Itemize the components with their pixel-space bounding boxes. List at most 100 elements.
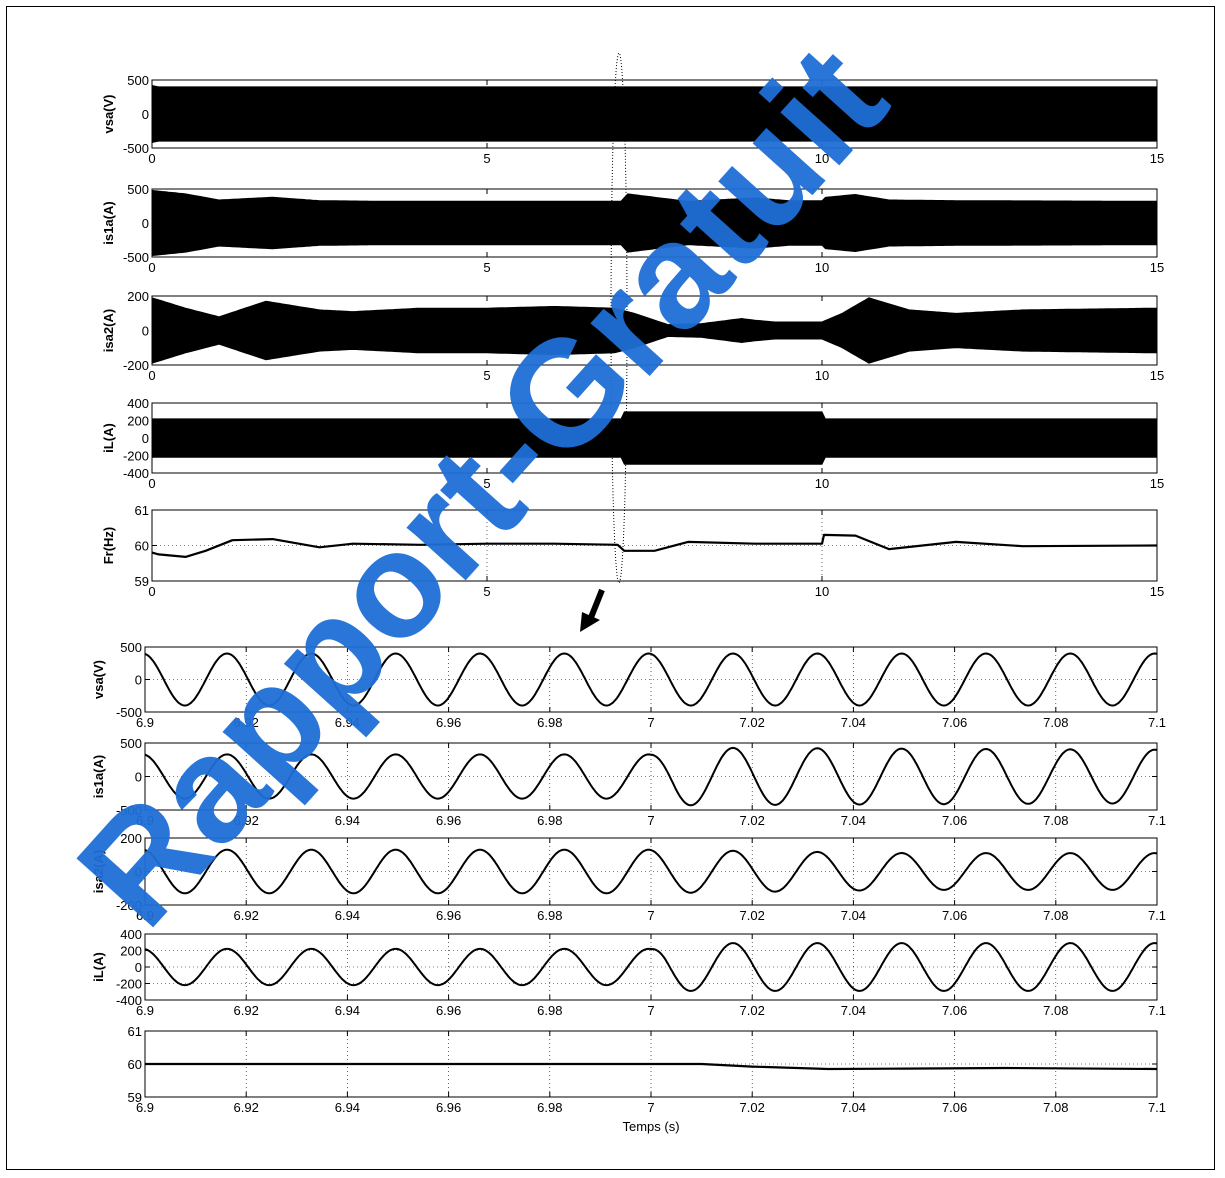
- y-tick-label: 500: [120, 736, 142, 751]
- y-tick-label: 200: [120, 944, 142, 959]
- subplot-p7: 6.9 6.92 6.94 6.96 6.98 7 7.02 7.04 7.06 7.08 7.1 -…: [91, 736, 1166, 828]
- x-tick-label: 7: [647, 813, 654, 828]
- subplot-p8: 6.9 6.92 6.94 6.96 6.98 7 7.02 7.04 7.06 7.08 7.1 -…: [91, 831, 1166, 923]
- y-axis-label: is1a(A): [101, 201, 116, 244]
- x-tick-label: 7.06: [942, 1003, 967, 1018]
- x-tick-label: 7.08: [1043, 715, 1068, 730]
- x-tick-label: 6.92: [234, 1100, 259, 1115]
- y-axis-label: is1a(A): [91, 755, 106, 798]
- y-tick-label: -500: [123, 250, 149, 265]
- x-tick-label: 6.98: [537, 1003, 562, 1018]
- x-tick-label: 7: [647, 715, 654, 730]
- x-tick-label: 6.96: [436, 1100, 461, 1115]
- x-tick-label: 6.96: [436, 908, 461, 923]
- x-tick-label: 15: [1150, 476, 1164, 491]
- x-tick-label: 6.94: [335, 1003, 360, 1018]
- x-tick-label: 6.9: [136, 1003, 154, 1018]
- x-tick-label: 6.98: [537, 715, 562, 730]
- axes-box: [151, 509, 1158, 582]
- y-axis-label: iL(A): [91, 952, 106, 982]
- x-tick-label: 7.02: [740, 908, 765, 923]
- x-tick-label: 7: [647, 908, 654, 923]
- x-tick-label: 7.02: [740, 1100, 765, 1115]
- y-tick-label: 200: [127, 414, 149, 429]
- x-tick-label: 6.9: [136, 813, 154, 828]
- y-tick-label: 400: [127, 396, 149, 411]
- x-tick-label: 10: [815, 368, 829, 383]
- x-tick-label: 6.98: [537, 813, 562, 828]
- x-tick-label: 7.08: [1043, 813, 1068, 828]
- subplot-p6: 6.9 6.92 6.94 6.96 6.98 7 7.02 7.04 7.06 7.08 7.1 -…: [91, 640, 1166, 730]
- y-axis-label: isa2(A): [101, 309, 116, 352]
- subplot-p4: 0 5 10 15 -400 -200 0 200 400 iL(A): [101, 396, 1164, 491]
- x-tick-label: 10: [815, 584, 829, 599]
- x-tick-label: 7.1: [1148, 1100, 1166, 1115]
- y-axis-label: vsa(V): [91, 660, 106, 699]
- x-tick-label: 6.96: [436, 1003, 461, 1018]
- x-tick-label: 15: [1150, 368, 1164, 383]
- signal-trace: [144, 848, 1158, 895]
- x-tick-label: 7.06: [942, 715, 967, 730]
- y-tick-label: 61: [128, 1024, 142, 1039]
- y-tick-label: 500: [127, 73, 149, 88]
- x-tick-label: 15: [1150, 584, 1164, 599]
- y-tick-label: 0: [142, 216, 149, 231]
- y-tick-label: -500: [116, 803, 142, 818]
- frequency-trace: [151, 533, 1158, 558]
- x-tick-label: 6.9: [136, 908, 154, 923]
- x-tick-label: 0: [148, 151, 155, 166]
- x-tick-label: 15: [1150, 260, 1164, 275]
- signal-trace: [144, 942, 1158, 992]
- y-tick-label: -200: [116, 977, 142, 992]
- x-tick-label: 5: [483, 260, 490, 275]
- y-axis-label: vsa(V): [101, 94, 116, 133]
- x-tick-label: 0: [148, 476, 155, 491]
- x-tick-label: 10: [815, 151, 829, 166]
- signal-envelope-envelope: [151, 84, 1158, 144]
- x-tick-label: 0: [148, 368, 155, 383]
- x-tick-label: 7.1: [1148, 908, 1166, 923]
- y-tick-label: 60: [128, 1057, 142, 1072]
- y-tick-label: -500: [116, 705, 142, 720]
- x-tick-label: 7.08: [1043, 1100, 1068, 1115]
- x-tick-label: 7.1: [1148, 715, 1166, 730]
- x-tick-label: 7: [647, 1100, 654, 1115]
- y-tick-label: 60: [135, 539, 149, 554]
- y-tick-label: 200: [120, 831, 142, 846]
- y-axis-label: isa2(A): [91, 850, 106, 893]
- x-tick-label: 6.94: [335, 715, 360, 730]
- x-tick-label: 6.94: [335, 813, 360, 828]
- x-tick-label: 6.98: [537, 1100, 562, 1115]
- y-tick-label: 0: [135, 770, 142, 785]
- x-tick-label: 6.96: [436, 715, 461, 730]
- y-tick-label: 400: [120, 927, 142, 942]
- x-tick-label: 6.92: [234, 813, 259, 828]
- x-tick-label: 0: [148, 260, 155, 275]
- y-tick-label: -500: [123, 141, 149, 156]
- y-tick-label: 0: [135, 673, 142, 688]
- y-axis-label: iL(A): [101, 423, 116, 453]
- y-tick-label: -400: [116, 993, 142, 1008]
- subplot-p9: 6.9 6.92 6.94 6.96 6.98 7 7.02 7.04 7.06 7.08 7.1 -…: [91, 927, 1166, 1018]
- y-tick-label: -200: [123, 358, 149, 373]
- x-tick-label: 10: [815, 260, 829, 275]
- subplot-p10: 6.9 6.92 6.94 6.96 6.98 7 7.02 7.04 7.06 7.08 7.1 5…: [128, 1024, 1167, 1134]
- x-tick-label: 6.98: [537, 908, 562, 923]
- zoom-arrow-head: [580, 612, 600, 632]
- x-tick-label: 7.06: [942, 908, 967, 923]
- x-tick-label: 7.08: [1043, 1003, 1068, 1018]
- x-tick-label: 0: [148, 584, 155, 599]
- x-tick-label: 10: [815, 476, 829, 491]
- y-tick-label: 0: [142, 324, 149, 339]
- y-tick-label: 200: [127, 289, 149, 304]
- x-tick-label: 7.04: [841, 1100, 866, 1115]
- x-axis-label: Temps (s): [622, 1119, 679, 1134]
- watermark-text: Rapport-Gratuit: [45, 14, 917, 956]
- x-tick-label: 15: [1150, 151, 1164, 166]
- x-tick-label: 7.02: [740, 813, 765, 828]
- signal-envelope-envelope: [151, 411, 1158, 465]
- y-tick-label: 0: [142, 107, 149, 122]
